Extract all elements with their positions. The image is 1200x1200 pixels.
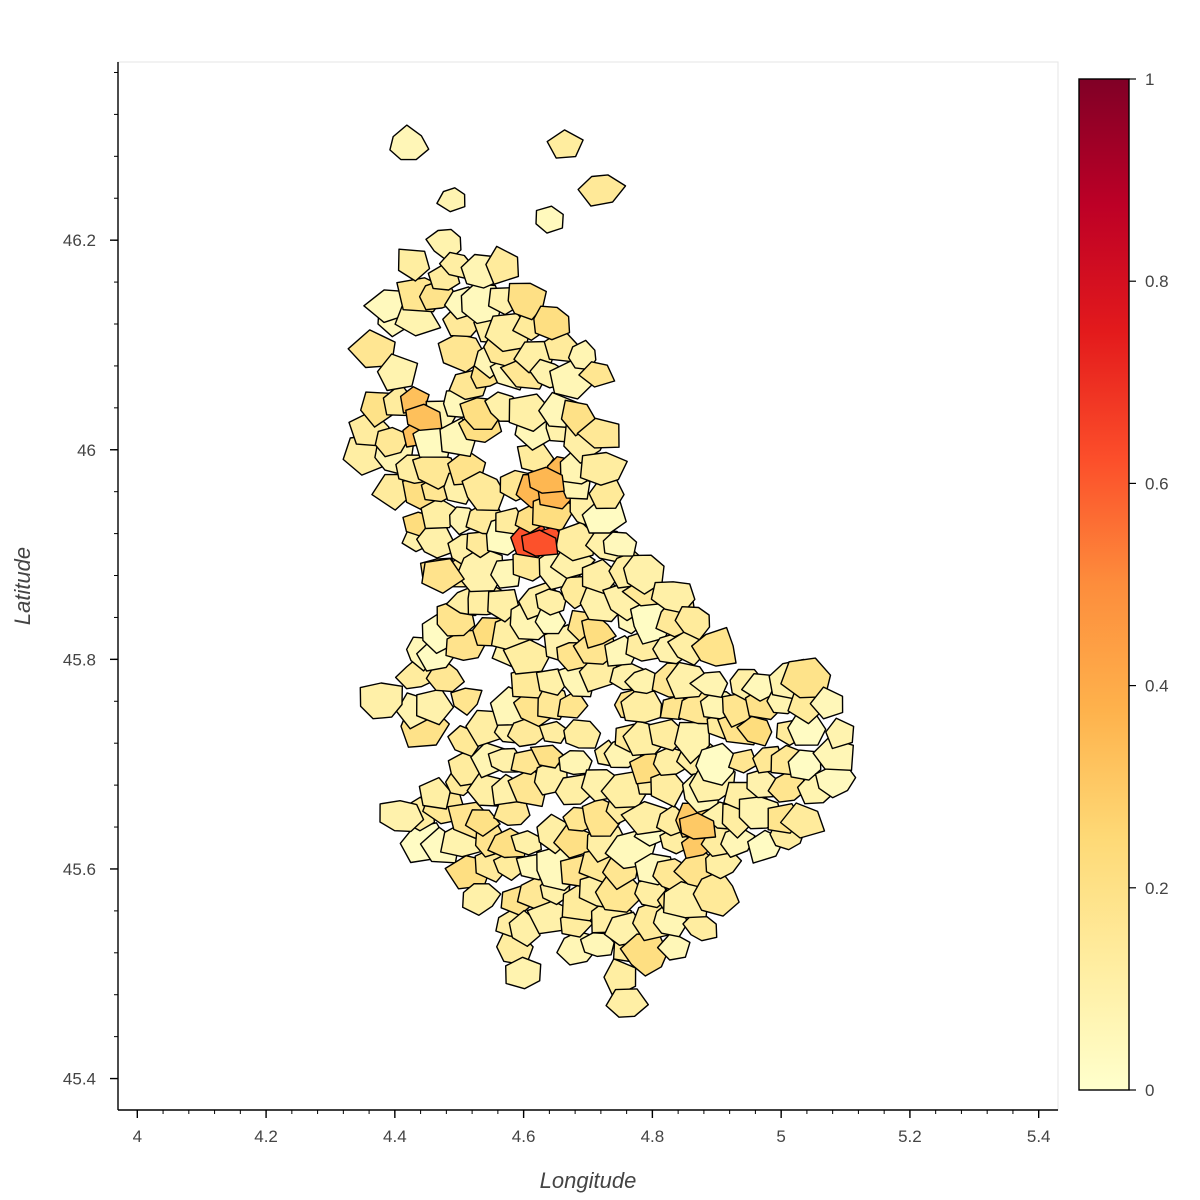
map-region <box>374 426 408 458</box>
x-tick-label: 5.4 <box>1027 1127 1051 1146</box>
map-region <box>720 825 756 858</box>
map-region <box>416 525 454 559</box>
x-tick-label: 5 <box>776 1127 785 1146</box>
y-tick-label: 46 <box>77 441 96 460</box>
map-region <box>546 129 584 159</box>
map-region <box>579 451 628 486</box>
y-tick-label: 45.6 <box>63 860 96 879</box>
map-region <box>779 802 826 839</box>
map-region <box>397 248 431 282</box>
map-region <box>650 581 696 614</box>
y-axis-title: Latitude <box>10 547 35 625</box>
map-region <box>603 958 637 998</box>
region-layer <box>342 124 857 1018</box>
map-region <box>689 671 729 698</box>
map-region <box>691 626 737 667</box>
map-region <box>674 606 711 641</box>
map-region <box>558 750 593 776</box>
axes: 4 4.2 4.4 4.6 4.8 5 5.2 5.4 45.4 45.6 45.8 46 46.2 <box>63 62 1058 1146</box>
map-region <box>533 305 571 341</box>
colorbar-bar <box>1078 78 1130 1091</box>
colorbar-tick-label: 0 <box>1145 1081 1154 1100</box>
x-tick-label: 4.4 <box>383 1127 407 1146</box>
map-region <box>809 686 844 720</box>
y-tick-label: 45.4 <box>63 1070 96 1089</box>
map-region <box>379 800 425 833</box>
colorbar: 0 0.2 0.4 0.6 0.8 1 <box>1078 70 1169 1100</box>
map-region <box>502 639 554 675</box>
map-region <box>578 361 616 388</box>
colorbar-tick-label: 0.2 <box>1145 879 1169 898</box>
map-region <box>780 657 832 699</box>
map-region <box>812 737 854 771</box>
x-axis-title: Longitude <box>540 1168 637 1193</box>
map-region <box>359 682 403 720</box>
map-region <box>376 353 419 392</box>
map-region <box>620 689 663 724</box>
map-region <box>581 615 617 649</box>
colorbar-tick-label: 0.6 <box>1145 474 1169 493</box>
map-region <box>605 988 649 1018</box>
x-tick-label: 4 <box>133 1127 142 1146</box>
y-tick-label: 45.8 <box>63 650 96 669</box>
map-region <box>505 956 542 990</box>
highlighted-region <box>527 466 565 494</box>
map-region <box>462 883 502 916</box>
colorbar-tick-label: 0.4 <box>1145 677 1169 696</box>
map-region <box>461 471 506 512</box>
map-region <box>418 776 451 810</box>
map-region <box>695 742 738 786</box>
map-region <box>535 588 567 616</box>
highlighted-region <box>678 812 717 840</box>
map-region <box>825 717 855 750</box>
map-region <box>485 245 520 285</box>
x-tick-label: 5.2 <box>898 1127 922 1146</box>
x-tick-label: 4.6 <box>512 1127 536 1146</box>
x-tick-label: 4.2 <box>254 1127 278 1146</box>
y-tick-label: 46.2 <box>63 231 96 250</box>
map-region <box>563 719 602 749</box>
map-region <box>577 174 627 207</box>
map-region <box>436 187 466 213</box>
map-region <box>650 768 687 808</box>
colorbar-tick-label: 1 <box>1145 70 1154 89</box>
map-region <box>450 687 483 716</box>
map-region <box>507 282 547 321</box>
map-region <box>421 558 465 594</box>
map-region <box>602 531 638 557</box>
map-region <box>656 931 691 961</box>
map-region <box>576 417 620 449</box>
map-region <box>389 124 430 161</box>
highlighted-region <box>405 403 443 431</box>
map-region <box>622 554 665 595</box>
map-region <box>535 205 564 234</box>
x-tick-label: 4.8 <box>641 1127 665 1146</box>
highlighted-region <box>521 529 559 557</box>
colorbar-tick-label: 0.8 <box>1145 272 1169 291</box>
